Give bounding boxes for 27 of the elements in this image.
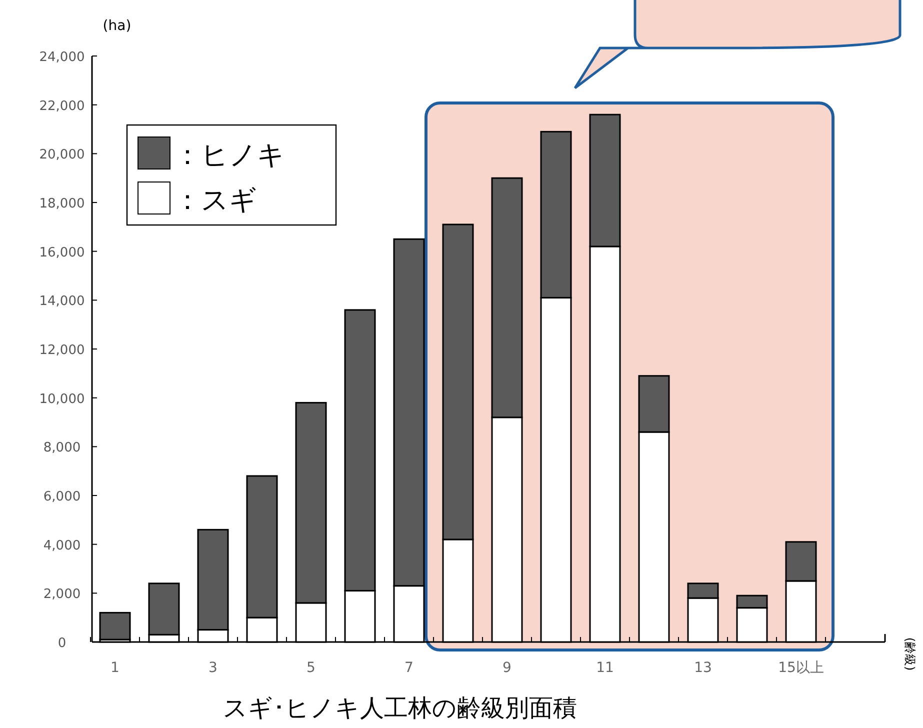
y-tick-label: 24,000	[39, 50, 85, 65]
legend-label: ：スギ	[174, 185, 257, 216]
y-tick-label: 8,000	[43, 440, 81, 456]
x-tick-label: 5	[306, 660, 316, 676]
y-tick-label: 12,000	[39, 343, 85, 358]
x-tick-label: 15以上	[778, 660, 824, 676]
y-axis-title: (ha)	[102, 18, 132, 34]
bar	[99, 612, 131, 640]
y-tick-label: 6,000	[43, 490, 81, 504]
x-tick-label: 7	[404, 660, 414, 676]
x-tick-label: 13	[694, 660, 712, 676]
legend-label: ：ヒノキ	[174, 140, 285, 171]
x-tick-label: 11	[596, 660, 614, 676]
x-tick-label: 3	[208, 660, 218, 676]
x-tick-label: 9	[502, 660, 512, 676]
y-tick-label: 16,000	[39, 245, 85, 260]
y-tick-label: 14,000	[39, 294, 85, 310]
y-tick-label: 22,000	[39, 98, 85, 114]
x-tick-label: 1	[110, 660, 120, 676]
y-tick-label: 18,000	[39, 196, 85, 212]
y-tick-label: 10,000	[39, 392, 85, 407]
y-tick-label: 0	[58, 636, 66, 651]
y-tick-label: 2,000	[43, 587, 81, 602]
text: スギ･ヒノキ人工林の齢級別面積	[223, 694, 577, 722]
text: (齢級)	[903, 637, 917, 671]
y-tick-label: 4,000	[43, 538, 81, 554]
y-tick-label: 20,000	[39, 148, 85, 163]
